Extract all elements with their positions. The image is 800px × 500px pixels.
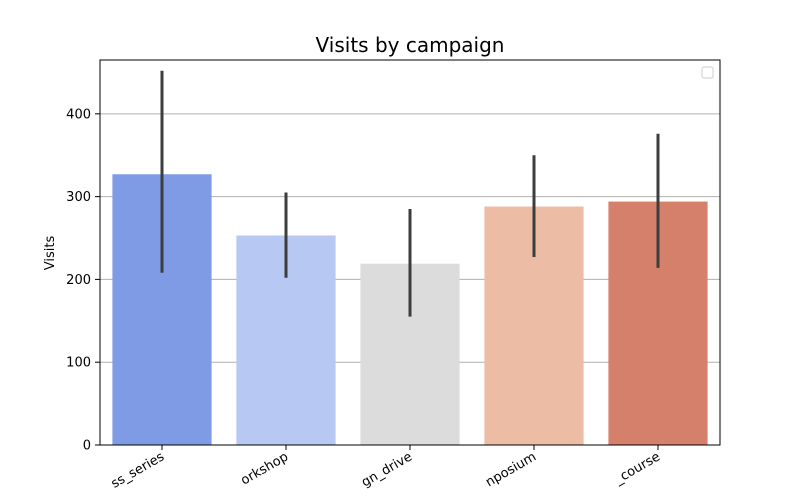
x-tick-label: ss_series [109, 449, 167, 491]
x-tick-label: nposium [483, 449, 539, 490]
bars [112, 174, 708, 446]
x-axis-ticks: ss_series orkshop gn_drive nposium _course [109, 445, 663, 492]
y-tick-label: 0 [83, 439, 91, 454]
y-tick-label: 200 [66, 273, 91, 288]
y-tick-label: 100 [66, 356, 91, 371]
x-tick-label: orkshop [238, 449, 291, 488]
x-tick-label: _course [611, 449, 663, 487]
y-axis-label: Visits [43, 236, 58, 271]
y-tick-label: 300 [66, 190, 91, 205]
legend-box [701, 66, 714, 79]
x-tick-label: gn_drive [359, 449, 415, 490]
error-bars [160, 70, 660, 317]
y-axis-ticks: 0 100 200 300 400 [66, 107, 100, 454]
chart-title: Visits by campaign [316, 33, 505, 57]
y-tick-label: 400 [66, 107, 91, 122]
